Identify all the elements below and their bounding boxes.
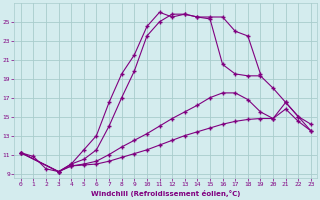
X-axis label: Windchill (Refroidissement éolien,°C): Windchill (Refroidissement éolien,°C) bbox=[91, 190, 241, 197]
